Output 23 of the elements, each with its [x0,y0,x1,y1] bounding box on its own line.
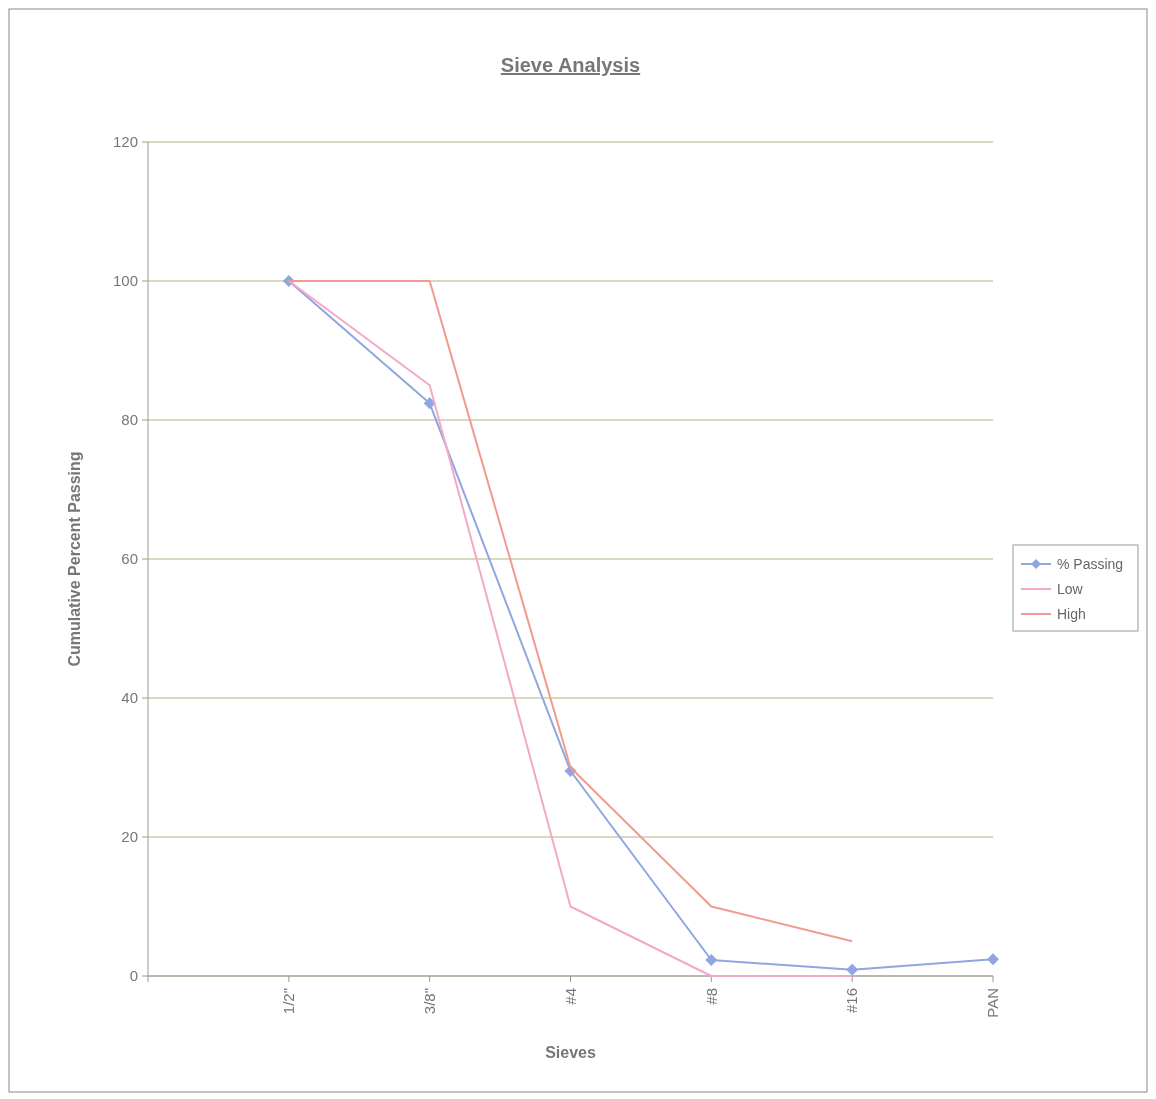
legend-label: High [1057,605,1086,622]
y-tick-label: 20 [121,828,138,846]
y-axis-title: Cumulative Percent Passing [66,451,83,667]
x-tick-label: #16 [843,988,861,1014]
x-axis-title: Sieves [545,1044,596,1061]
legend-label: % Passing [1057,555,1124,572]
x-tick-label: 3/8" [420,988,438,1015]
y-tick-label: 100 [112,272,138,290]
point [987,953,999,966]
y-tick-label: 80 [121,411,138,429]
x-tick-label: PAN [984,988,1002,1018]
chart-title: Sieve Analysis [500,54,641,76]
y-tick-label: 0 [129,967,138,985]
point [846,963,859,976]
x-tick-label: #8 [702,988,720,1005]
point [423,397,436,410]
legend-label: Low [1057,580,1084,597]
y-tick-label: 40 [121,689,138,707]
x-tick-label: #4 [561,988,579,1005]
point [705,954,718,967]
y-tick-label: 60 [121,550,138,568]
x-tick-label: 1/2" [280,988,298,1015]
y-tick-label: 120 [112,133,138,151]
